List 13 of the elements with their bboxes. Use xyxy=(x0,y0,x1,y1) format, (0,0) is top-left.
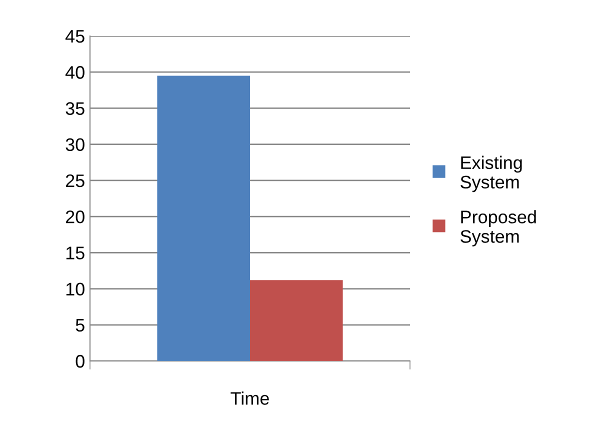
y-tick-label: 40 xyxy=(65,66,84,79)
y-tick-label: 10 xyxy=(66,282,84,296)
y-tick-label: 30 xyxy=(66,138,84,152)
y-tick-label: 25 xyxy=(66,174,84,188)
y-tick-label: 35 xyxy=(66,102,84,115)
x-tick-label: Time xyxy=(230,392,269,405)
y-tick-label: 45 xyxy=(65,30,84,43)
y-tick-label: 5 xyxy=(76,319,84,332)
legend-label: Existing System xyxy=(460,156,522,192)
y-tick-label: 15 xyxy=(66,246,84,260)
y-tick-label: 0 xyxy=(76,354,84,368)
legend-label: Proposed System xyxy=(460,210,536,246)
y-tick-label: 20 xyxy=(66,210,84,224)
